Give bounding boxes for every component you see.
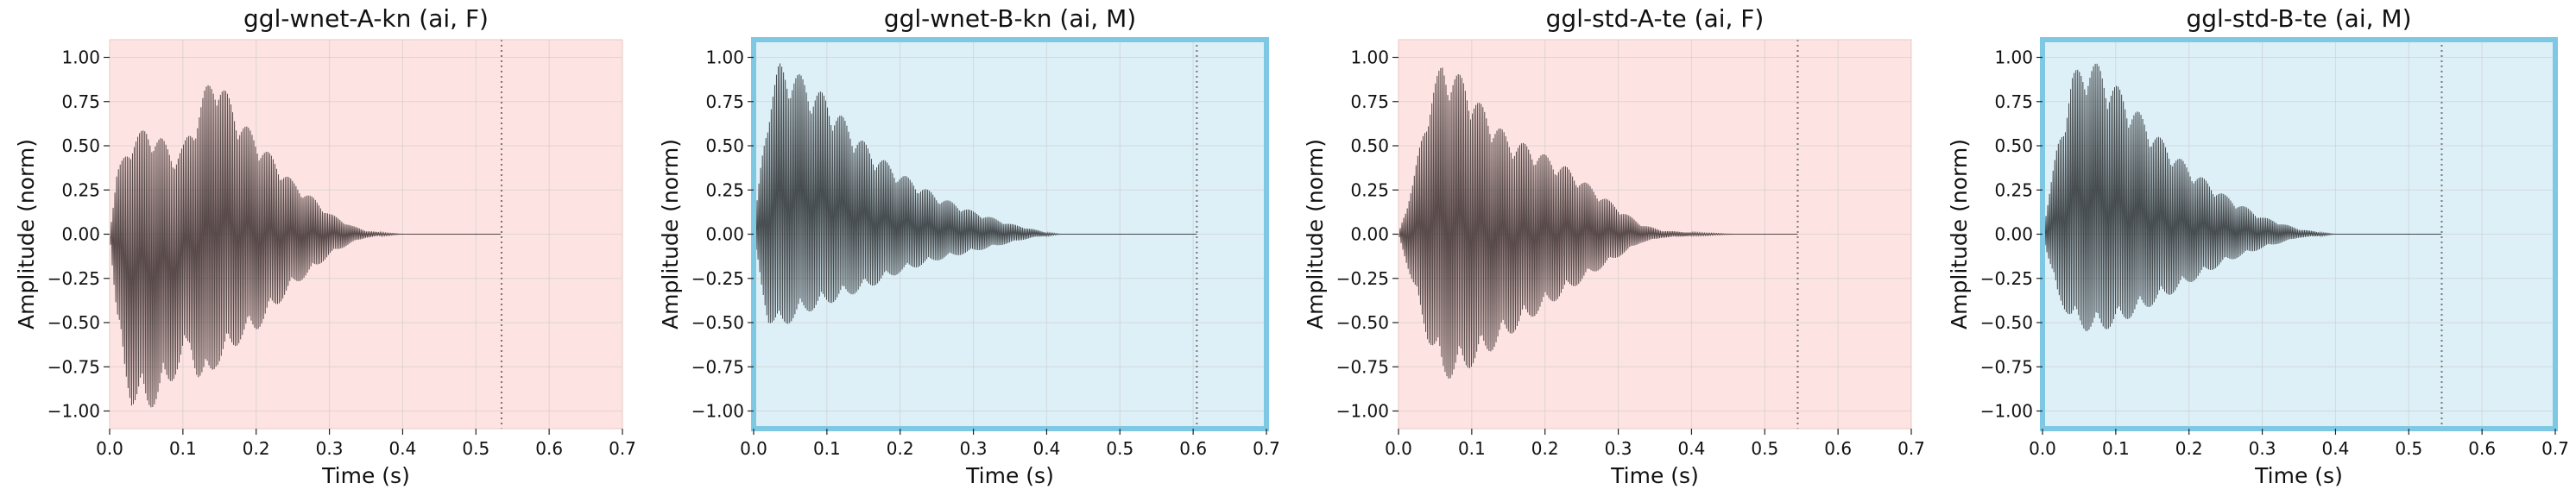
x-tick-label: 0.5 (1106, 438, 1133, 459)
x-tick-label: 0.0 (740, 438, 767, 459)
x-tick-label: 0.6 (1824, 438, 1852, 459)
x-tick-label: 0.6 (535, 438, 563, 459)
x-tick-label: 0.7 (2541, 438, 2569, 459)
subplot-title: ggl-wnet-B-kn (ai, M) (884, 4, 1136, 33)
waveform-line (1398, 67, 1798, 379)
x-tick-label: 0.5 (1751, 438, 1778, 459)
y-axis-label: Amplitude (norm) (1303, 139, 1328, 329)
y-tick-label: −0.50 (47, 312, 100, 333)
x-tick-label: 0.4 (1678, 438, 1706, 459)
y-tick-label: 0.75 (1994, 91, 2033, 112)
x-tick-label: 0.4 (389, 438, 417, 459)
x-tick-label: 0.7 (609, 438, 636, 459)
x-axis-label: Time (s) (965, 463, 1054, 488)
y-tick-label: −0.75 (1980, 356, 2033, 377)
x-tick-label: 0.4 (1033, 438, 1061, 459)
subplot-title: ggl-wnet-A-kn (ai, F) (243, 4, 489, 33)
x-tick-label: 0.6 (1179, 438, 1207, 459)
x-tick-label: 0.3 (960, 438, 988, 459)
y-tick-label: 1.00 (1994, 47, 2033, 68)
y-tick-label: −0.25 (691, 268, 744, 289)
y-tick-label: 0.50 (1350, 135, 1389, 156)
x-tick-label: 0.3 (1605, 438, 1632, 459)
y-tick-label: 0.50 (1994, 135, 2033, 156)
y-tick-label: −0.25 (1980, 268, 2033, 289)
y-tick-label: 0.75 (705, 91, 744, 112)
y-tick-label: 1.00 (1350, 47, 1389, 68)
y-tick-label: −0.50 (691, 312, 744, 333)
y-tick-label: −0.50 (1980, 312, 2033, 333)
y-tick-label: 0.00 (1994, 224, 2033, 245)
subplot-title: ggl-std-A-te (ai, F) (1546, 4, 1765, 33)
y-tick-label: 1.00 (61, 47, 100, 68)
x-tick-label: 0.7 (1253, 438, 1280, 459)
y-tick-label: 0.75 (1350, 91, 1389, 112)
y-tick-label: 1.00 (705, 47, 744, 68)
y-axis-label: Amplitude (norm) (658, 139, 683, 329)
x-axis-label: Time (s) (1610, 463, 1699, 488)
y-tick-label: −0.75 (47, 356, 100, 377)
waveform-line (753, 63, 1197, 324)
subplot-4: 0.0 0.1 0.2 0.3 0.4 0.5 0.6 0.7 1.00 0.75 0.50 0.25… (1947, 4, 2569, 488)
y-axis-label: Amplitude (norm) (14, 139, 39, 329)
x-tick-label: 0.2 (1531, 438, 1559, 459)
x-tick-label: 0.1 (169, 438, 197, 459)
y-tick-label: −0.50 (1336, 312, 1389, 333)
subplot-title: ggl-std-B-te (ai, M) (2186, 4, 2411, 33)
x-tick-label: 0.5 (462, 438, 489, 459)
x-tick-label: 0.0 (96, 438, 123, 459)
x-tick-label: 0.7 (1897, 438, 1925, 459)
y-tick-label: 0.50 (705, 135, 744, 156)
y-tick-label: 0.00 (705, 224, 744, 245)
y-tick-label: 0.25 (61, 179, 100, 200)
waveform-line (2042, 63, 2442, 331)
x-tick-label: 0.1 (1458, 438, 1486, 459)
x-tick-label: 0.0 (2029, 438, 2056, 459)
x-tick-label: 0.1 (813, 438, 841, 459)
x-axis-label: Time (s) (2254, 463, 2343, 488)
x-tick-label: 0.0 (1385, 438, 1412, 459)
y-tick-label: 0.50 (61, 135, 100, 156)
x-tick-label: 0.4 (2322, 438, 2350, 459)
y-tick-label: 0.25 (705, 179, 744, 200)
y-tick-label: 0.00 (1350, 224, 1389, 245)
y-tick-label: 0.25 (1350, 179, 1389, 200)
y-tick-label: 0.75 (61, 91, 100, 112)
y-tick-label: −1.00 (1980, 401, 2033, 422)
y-tick-label: 0.25 (1994, 179, 2033, 200)
x-tick-label: 0.6 (2468, 438, 2496, 459)
x-axis-label: Time (s) (321, 463, 410, 488)
subplot-1: 0.0 0.1 0.2 0.3 0.4 0.5 0.6 0.7 1.00 0.75 0.50 0.25… (14, 4, 636, 488)
x-tick-label: 0.3 (316, 438, 344, 459)
y-axis-label: Amplitude (norm) (1947, 139, 1972, 329)
y-tick-label: −0.25 (1336, 268, 1389, 289)
y-tick-label: −0.25 (47, 268, 100, 289)
x-tick-label: 0.2 (2175, 438, 2203, 459)
y-tick-label: −1.00 (691, 401, 744, 422)
y-tick-label: 0.00 (61, 224, 100, 245)
x-tick-label: 0.2 (887, 438, 914, 459)
x-tick-label: 0.3 (2249, 438, 2276, 459)
x-tick-label: 0.2 (243, 438, 270, 459)
y-tick-label: −1.00 (47, 401, 100, 422)
waveform-line (109, 85, 502, 408)
y-tick-label: −0.75 (1336, 356, 1389, 377)
x-tick-label: 0.5 (2395, 438, 2422, 459)
subplot-3: 0.0 0.1 0.2 0.3 0.4 0.5 0.6 0.7 1.00 0.75 0.50 0.25… (1303, 4, 1925, 488)
y-tick-label: −0.75 (691, 356, 744, 377)
x-tick-label: 0.1 (2102, 438, 2130, 459)
subplot-2: 0.0 0.1 0.2 0.3 0.4 0.5 0.6 0.7 1.00 0.75 0.50 0.25… (658, 4, 1280, 488)
y-tick-label: −1.00 (1336, 401, 1389, 422)
